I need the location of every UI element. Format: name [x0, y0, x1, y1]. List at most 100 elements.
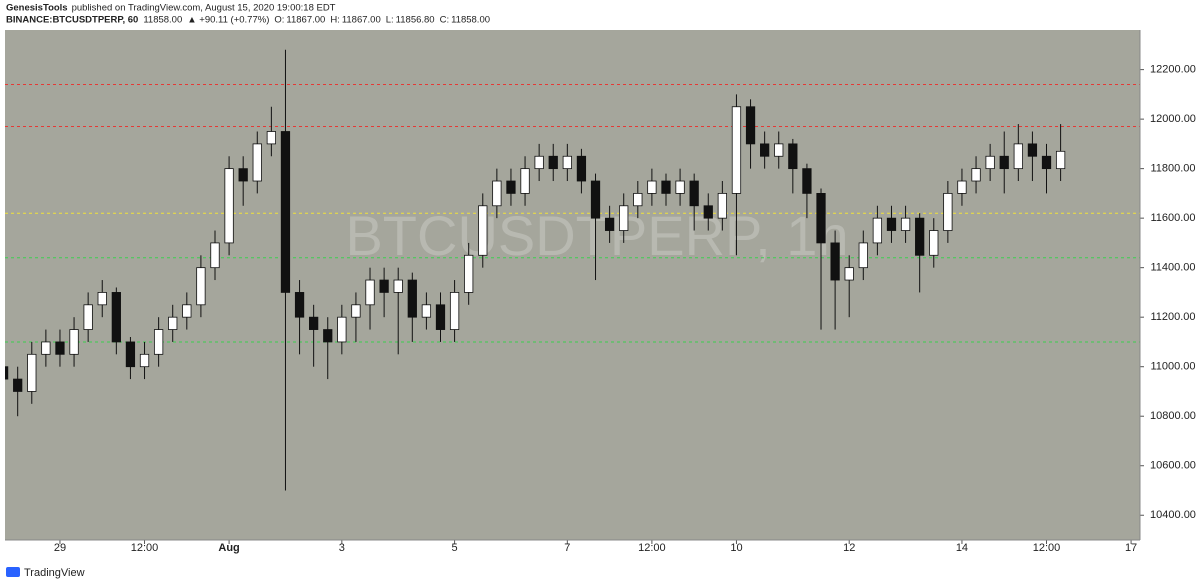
candle-body: [449, 292, 460, 330]
candle-body: [464, 254, 474, 293]
y-tick-label: 11800.00: [1150, 163, 1195, 175]
candle-body: [97, 292, 107, 306]
candle-body: [182, 304, 192, 318]
x-tick-label: 7: [564, 542, 570, 554]
candle-body: [69, 329, 79, 355]
candle-body: [576, 155, 587, 182]
candle-body: [717, 192, 727, 219]
candle-body: [1041, 155, 1052, 170]
candle-body: [745, 106, 756, 145]
candle-body: [478, 205, 488, 256]
candle-body: [83, 304, 93, 330]
header-published: published on TradingView.com, August 15,…: [72, 3, 336, 14]
candle-body: [280, 131, 291, 293]
candle-body: [548, 155, 558, 170]
y-tick-label: 11200.00: [1150, 311, 1195, 323]
header-ohlc-label: H:: [330, 15, 340, 26]
y-tick-label: 10800.00: [1150, 410, 1196, 422]
x-tick-label: 10: [730, 542, 742, 554]
candle-body: [5, 366, 9, 380]
candle-body: [957, 180, 967, 194]
candle-body: [844, 267, 854, 281]
header-ohlc-value: 11858.00: [451, 15, 490, 26]
candle-body: [999, 155, 1009, 170]
y-tick-label: 10600.00: [1150, 460, 1196, 472]
header-last: 11858.00: [143, 15, 182, 26]
candle-body: [309, 316, 319, 330]
candle-body: [900, 217, 911, 231]
x-tick-label: 14: [956, 542, 968, 554]
candle-body: [238, 168, 248, 182]
y-tick-label: 12000.00: [1150, 113, 1196, 125]
candle-body: [943, 192, 953, 231]
candle-body: [252, 143, 262, 182]
candle-body: [153, 329, 164, 355]
header-ohlc-value: 11867.00: [286, 15, 325, 26]
header-symbol: BINANCE:BTCUSDTPERP, 60: [6, 15, 138, 26]
candle-body: [830, 242, 840, 281]
x-tick-label: 29: [54, 542, 66, 554]
candle-body: [858, 242, 868, 269]
candle-body: [590, 180, 601, 219]
candle-body: [647, 180, 657, 194]
plot-area: [5, 30, 1140, 540]
candle-body: [196, 267, 206, 306]
x-tick-label: 12:00: [638, 542, 666, 554]
candle-body: [224, 168, 234, 244]
header-ohlc-label: C:: [440, 15, 450, 26]
candle-body: [365, 279, 375, 306]
y-tick-label: 12200.00: [1150, 64, 1196, 76]
candle-body: [1055, 150, 1066, 170]
candle-body: [210, 242, 220, 269]
header-ohlc-value: 11867.00: [342, 15, 381, 26]
candle-body: [266, 131, 276, 145]
candle-body: [774, 143, 784, 157]
x-tick-label: 5: [452, 542, 458, 554]
candle-body: [604, 217, 615, 231]
candle-body: [125, 341, 136, 368]
header-ohlc-label: L:: [386, 15, 394, 26]
candle-body: [886, 217, 897, 231]
candle-body: [506, 180, 516, 194]
candle-body: [760, 143, 770, 157]
candle-body: [802, 168, 812, 194]
tradingview-logo: [6, 567, 20, 577]
candle-body: [915, 217, 925, 256]
candle-body: [407, 279, 417, 318]
candle-body: [393, 279, 403, 293]
header-ohlc-value: 11856.80: [396, 15, 435, 26]
candle-body: [1027, 143, 1038, 157]
candle-body: [1013, 143, 1023, 170]
header-ohlc-label: O:: [274, 15, 284, 26]
candle-body: [816, 192, 826, 244]
candle-body: [323, 329, 333, 343]
candle-body: [985, 155, 995, 170]
candle-body: [675, 180, 685, 194]
candle-body: [788, 143, 798, 170]
plot-layer: [5, 49, 1140, 491]
candle-body: [421, 304, 432, 318]
footer-brand: TradingView: [24, 567, 85, 579]
candle-body: [111, 292, 121, 343]
candle-body: [929, 230, 939, 256]
x-tick-label: 12:00: [131, 542, 159, 554]
candle-body: [55, 341, 65, 355]
candle-body: [661, 180, 671, 194]
x-tick-label: 12: [843, 542, 855, 554]
candle-body: [168, 316, 178, 330]
candle-body: [703, 205, 713, 219]
y-tick-label: 11400.00: [1150, 262, 1195, 274]
candle-body: [351, 304, 361, 318]
candle-body: [41, 341, 51, 355]
candle-body: [633, 192, 643, 207]
header-change: ▲ +90.11 (+0.77%): [187, 15, 269, 26]
header-publisher: GenesisTools: [6, 3, 68, 14]
candle-body: [492, 180, 502, 207]
candle-body: [27, 353, 37, 392]
x-tick-label: 3: [339, 542, 345, 554]
y-tick-label: 11600.00: [1150, 212, 1195, 224]
candle-body: [435, 304, 446, 330]
y-tick-label: 10400.00: [1150, 509, 1196, 521]
